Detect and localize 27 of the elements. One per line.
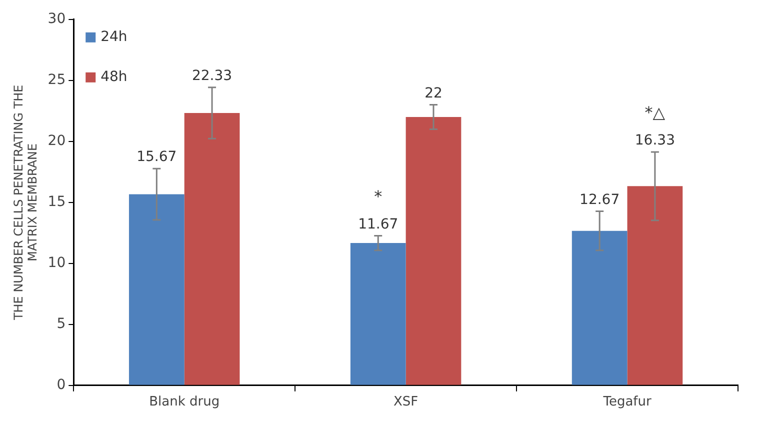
bar [128,194,184,385]
bar [627,186,683,385]
data-label: 15.67 [136,149,177,166]
y-tick-label: 15 [48,194,66,210]
y-tick-label: 25 [48,72,66,88]
annotation: * [374,186,382,206]
y-axis-title: THE NUMBER CELLS PENETRATING THE MATRIX MEMBRANE [11,84,40,322]
data-label: 11.67 [358,216,398,232]
bar [350,243,406,385]
annotation: *△ [644,103,666,122]
y-tick-label: 10 [48,255,66,272]
legend-label: 48h [100,69,128,86]
x-tick-label: XSF [393,394,418,410]
x-tick-label: Blank drug [149,394,220,410]
y-tick-label: 5 [56,316,66,332]
data-label: 12.67 [580,192,620,208]
y-tick-label: 20 [48,133,66,150]
bar [184,112,240,385]
y-tick-label: 0 [56,377,66,394]
bar [406,117,462,385]
x-tick-label: Tegafur [602,394,652,410]
data-label: 22.33 [192,68,232,84]
bar [572,230,628,385]
data-label: 16.33 [634,132,675,149]
legend-label: 24h [100,29,128,46]
data-label: 22 [424,85,442,102]
y-tick-label: 30 [48,11,66,28]
